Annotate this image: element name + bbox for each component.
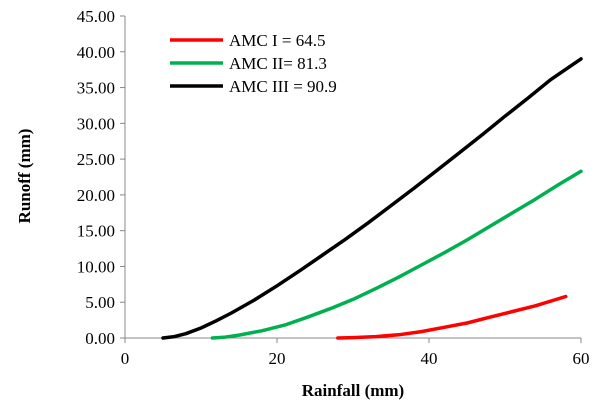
series-layer	[161, 57, 583, 340]
y-tick-label: 45.00	[77, 7, 115, 26]
y-tick-label: 30.00	[77, 114, 115, 133]
legend-label-1: AMC I = 64.5	[229, 31, 325, 50]
legend-label-2: AMC II= 81.3	[229, 54, 327, 73]
y-tick-label: 15.00	[77, 222, 115, 241]
x-tick-label: 20	[269, 349, 286, 368]
legend: AMC I = 64.5 AMC II= 81.3 AMC III = 90.9	[170, 31, 337, 96]
series-line-1	[336, 294, 568, 340]
y-tick-label: 25.00	[77, 150, 115, 169]
y-tick-label: 35.00	[77, 79, 115, 98]
y-tick-label: 20.00	[77, 186, 115, 205]
x-tick-label: 0	[121, 349, 130, 368]
x-tick-label: 40	[421, 349, 438, 368]
y-axis-title: Runoff (mm)	[15, 129, 34, 224]
y-tick-label: 40.00	[77, 43, 115, 62]
y-tick-label: 10.00	[77, 257, 115, 276]
axes: 0.00 5.00 10.00 15.00 20.00 25.00 30.00 35.00 40…	[77, 7, 590, 368]
y-tick-label: 0.00	[85, 329, 115, 348]
x-axis-title: Rainfall (mm)	[302, 381, 404, 400]
series-line-2	[210, 169, 583, 340]
series-line-3	[161, 57, 583, 340]
legend-label-3: AMC III = 90.9	[229, 77, 337, 96]
y-tick-label: 5.00	[85, 293, 115, 312]
x-tick-label: 60	[573, 349, 590, 368]
